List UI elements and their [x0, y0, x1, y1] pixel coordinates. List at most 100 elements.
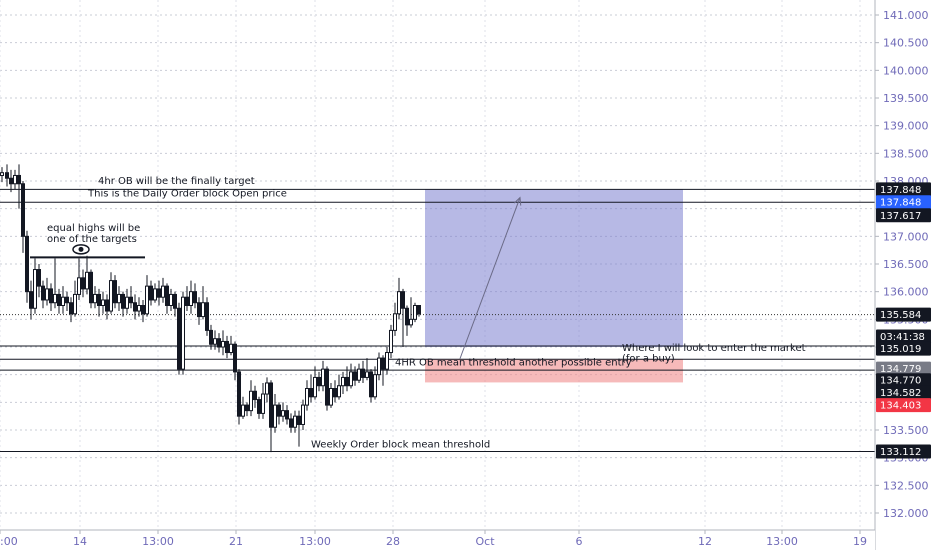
price-tag[interactable]: [876, 195, 931, 210]
candle-body[interactable]: [177, 307, 181, 370]
price-tag[interactable]: [876, 208, 931, 223]
candle-body[interactable]: [93, 293, 97, 304]
candle-body[interactable]: [253, 390, 257, 401]
candle-body[interactable]: [25, 235, 29, 293]
candle-body[interactable]: [261, 393, 265, 414]
price-tag[interactable]: [876, 182, 931, 197]
candle-body[interactable]: [321, 368, 325, 387]
candle-body[interactable]: [329, 388, 333, 406]
candle-body[interactable]: [385, 352, 389, 370]
candle-body[interactable]: [37, 269, 41, 287]
candle-body[interactable]: [125, 296, 129, 309]
candle-body[interactable]: [53, 293, 57, 304]
candle-body[interactable]: [341, 376, 345, 387]
candle-body[interactable]: [265, 382, 269, 395]
candle-body[interactable]: [41, 285, 45, 301]
candle-body[interactable]: [149, 285, 153, 301]
candle-body[interactable]: [297, 415, 301, 425]
candle-body[interactable]: [357, 368, 361, 381]
candle-body[interactable]: [413, 305, 417, 320]
candle-body[interactable]: [333, 388, 337, 398]
candle-body[interactable]: [49, 288, 53, 304]
candle-body[interactable]: [245, 404, 249, 412]
candle-body[interactable]: [325, 368, 329, 406]
candle-body[interactable]: [233, 343, 237, 373]
candle-body[interactable]: [241, 404, 245, 417]
candle-body[interactable]: [229, 343, 233, 354]
candle-body[interactable]: [201, 302, 205, 318]
candle-body[interactable]: [21, 183, 25, 237]
price-tag[interactable]: [876, 307, 931, 322]
candle-body[interactable]: [13, 174, 17, 185]
candle-body[interactable]: [289, 418, 293, 428]
price-tag[interactable]: [876, 341, 931, 356]
price-tag[interactable]: [876, 444, 931, 459]
candle-body[interactable]: [381, 357, 385, 370]
price-tag[interactable]: [876, 398, 931, 413]
candle-body[interactable]: [209, 329, 213, 345]
candle-body[interactable]: [237, 371, 241, 417]
candle-body[interactable]: [305, 388, 309, 406]
candle-body[interactable]: [277, 404, 281, 417]
candle-body[interactable]: [361, 368, 365, 378]
price-tag[interactable]: [876, 361, 931, 376]
candle-body[interactable]: [29, 291, 33, 309]
candle-body[interactable]: [85, 271, 89, 290]
candle-body[interactable]: [193, 291, 197, 304]
candle-body[interactable]: [373, 374, 377, 398]
candle-body[interactable]: [221, 340, 225, 348]
candle-body[interactable]: [133, 302, 137, 312]
candle-body[interactable]: [57, 293, 61, 306]
candle-body[interactable]: [189, 291, 193, 306]
candle-body[interactable]: [389, 329, 393, 354]
candle-body[interactable]: [165, 285, 169, 306]
candle-body[interactable]: [213, 338, 217, 345]
candle-body[interactable]: [9, 177, 13, 185]
candle-body[interactable]: [369, 371, 373, 398]
candle-body[interactable]: [0, 172, 4, 176]
candle-body[interactable]: [185, 296, 189, 307]
price-tag[interactable]: [876, 329, 931, 344]
candle-body[interactable]: [269, 382, 273, 428]
candle-body[interactable]: [397, 291, 401, 315]
candle-body[interactable]: [105, 299, 109, 312]
candle-body[interactable]: [129, 296, 133, 304]
candle-body[interactable]: [317, 376, 321, 387]
candle-body[interactable]: [393, 313, 397, 331]
stop-zone[interactable]: [425, 359, 683, 383]
candle-body[interactable]: [169, 293, 173, 306]
candle-body[interactable]: [273, 404, 277, 428]
candle-body[interactable]: [293, 415, 297, 428]
candle-body[interactable]: [257, 399, 261, 414]
target-zone[interactable]: [425, 189, 683, 347]
candle-body[interactable]: [117, 293, 121, 304]
candle-body[interactable]: [205, 302, 209, 331]
candle-body[interactable]: [173, 293, 177, 309]
candle-body[interactable]: [225, 340, 229, 354]
candle-body[interactable]: [65, 296, 69, 304]
candle-body[interactable]: [197, 302, 201, 318]
candle-body[interactable]: [61, 296, 65, 307]
candle-body[interactable]: [89, 271, 93, 304]
candle-body[interactable]: [17, 174, 21, 185]
candle-body[interactable]: [309, 388, 313, 398]
candle-body[interactable]: [73, 293, 77, 315]
candle-body[interactable]: [405, 307, 409, 326]
candle-body[interactable]: [377, 357, 381, 376]
candle-body[interactable]: [285, 410, 289, 420]
candle-body[interactable]: [161, 285, 165, 298]
candle-body[interactable]: [365, 371, 369, 378]
candle-body[interactable]: [101, 299, 105, 307]
candle-body[interactable]: [81, 277, 85, 290]
candle-body[interactable]: [401, 291, 405, 309]
candle-body[interactable]: [69, 302, 73, 315]
candle-body[interactable]: [145, 285, 149, 315]
candle-body[interactable]: [313, 376, 317, 398]
candle-body[interactable]: [97, 293, 101, 306]
candle-body[interactable]: [153, 288, 157, 301]
candle-body[interactable]: [109, 280, 113, 312]
price-tag[interactable]: [876, 373, 931, 388]
candle-body[interactable]: [349, 371, 353, 387]
candle-body[interactable]: [113, 280, 117, 304]
